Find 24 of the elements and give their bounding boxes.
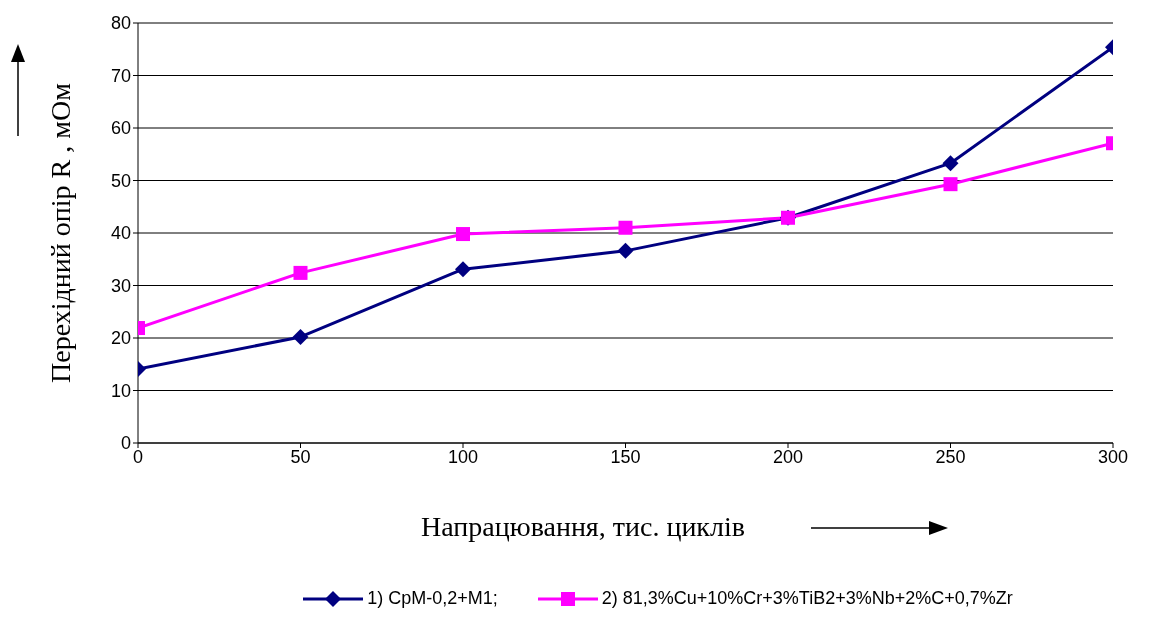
y-tick-label: 30 [110, 275, 131, 296]
y-axis-title: Перехідний опір R , мОм [45, 82, 76, 383]
x-tick-label: 50 [290, 446, 311, 467]
y-tick-label: 60 [110, 118, 131, 139]
y-tick-label: 70 [110, 65, 131, 86]
y-tick-label: 80 [110, 13, 131, 34]
x-tick-label: 250 [935, 446, 966, 467]
y-tick-label: 0 [120, 433, 131, 454]
point [456, 227, 470, 242]
legend-label: 1) СрМ-0,2+М1; [367, 588, 498, 609]
y-tick-label: 50 [110, 170, 131, 191]
point [618, 220, 633, 235]
x-tick-label: 200 [772, 446, 804, 467]
x-tick-label: 300 [1097, 446, 1129, 467]
x-tick-label: 150 [610, 446, 641, 467]
x-tick-label: 100 [447, 446, 479, 467]
x-tick-label: 0 [132, 446, 144, 467]
y-tick-label: 20 [110, 328, 131, 349]
x-axis-title: Напрацювання, тис. циклів [421, 511, 745, 542]
legend-label: 2) 81,3%Cu+10%Cr+3%TiB2+3%Nb+2%C+0,7%Zr [601, 588, 1013, 609]
point [455, 261, 471, 278]
y-tick-label: 10 [110, 380, 131, 401]
point [617, 242, 634, 259]
y-tick-label: 40 [110, 223, 131, 244]
